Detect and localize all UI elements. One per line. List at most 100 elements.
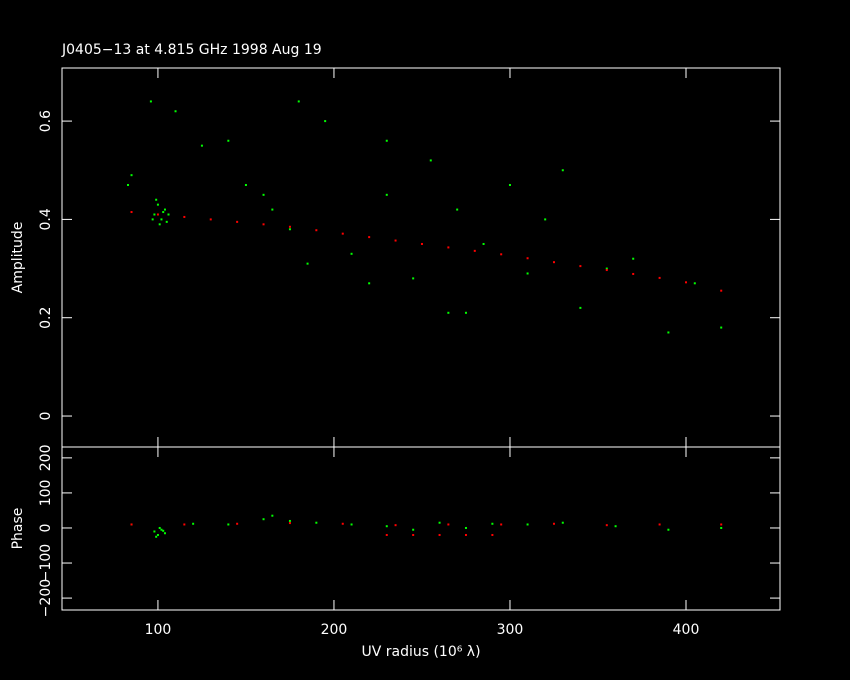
data-point	[491, 522, 494, 525]
data-point	[130, 523, 133, 526]
data-point	[153, 530, 156, 533]
data-point	[412, 277, 415, 280]
data-point	[288, 228, 291, 231]
data-point	[464, 533, 467, 536]
data-point	[447, 311, 450, 314]
data-point	[130, 211, 133, 214]
data-point	[183, 215, 186, 218]
data-point	[720, 523, 723, 526]
y-tick-label: 0.4	[38, 208, 54, 230]
data-point	[350, 523, 353, 526]
data-point	[720, 289, 723, 292]
data-point	[297, 100, 300, 103]
data-point	[149, 100, 152, 103]
data-point	[183, 523, 186, 526]
x-axis-label: UV radius (10⁶ λ)	[361, 644, 480, 660]
data-point	[236, 220, 239, 223]
data-point	[271, 208, 274, 211]
data-point	[685, 281, 688, 284]
data-point	[155, 198, 158, 201]
data-point	[288, 225, 291, 228]
data-point	[209, 218, 212, 221]
data-point	[412, 528, 415, 531]
data-point	[438, 533, 441, 536]
data-point	[163, 532, 166, 535]
data-point	[165, 220, 168, 223]
data-point	[394, 239, 397, 242]
data-point	[288, 519, 291, 522]
data-point	[447, 246, 450, 249]
y-tick-label: 0	[38, 524, 54, 533]
data-point	[579, 306, 582, 309]
data-point	[667, 528, 670, 531]
data-point	[158, 223, 161, 226]
data-point	[605, 524, 608, 527]
data-point	[394, 524, 397, 527]
y-axis-label: Phase	[10, 508, 26, 550]
data-point	[561, 169, 564, 172]
data-point	[156, 533, 159, 536]
data-point	[447, 523, 450, 526]
y-tick-label: 200	[38, 444, 54, 471]
data-point	[153, 213, 156, 216]
y-tick-label: 100	[38, 480, 54, 507]
data-point	[491, 533, 494, 536]
data-point	[271, 514, 274, 517]
data-point	[482, 242, 485, 245]
data-point	[464, 311, 467, 314]
data-point	[385, 139, 388, 142]
y-axis-label: Amplitude	[10, 222, 26, 294]
frame	[61, 67, 781, 448]
data-point	[306, 262, 309, 265]
data-point	[341, 232, 344, 235]
data-point	[167, 213, 170, 216]
data-point	[693, 282, 696, 285]
data-point	[385, 525, 388, 528]
y-tick-label: 0.6	[38, 110, 54, 132]
x-tick-label: 200	[321, 622, 348, 638]
data-point	[526, 523, 529, 526]
data-point	[605, 267, 608, 270]
data-point	[350, 252, 353, 255]
y-tick-label: −100	[38, 544, 54, 582]
data-point	[262, 193, 265, 196]
data-point	[429, 159, 432, 162]
data-point	[667, 331, 670, 334]
data-point	[227, 523, 230, 526]
data-point	[288, 522, 291, 525]
frame	[61, 446, 781, 611]
data-point	[658, 276, 661, 279]
data-point	[464, 526, 467, 529]
data-point	[227, 139, 230, 142]
data-point	[508, 183, 511, 186]
data-point	[151, 218, 154, 221]
data-point	[130, 174, 133, 177]
data-point	[605, 269, 608, 272]
x-tick-label: 300	[497, 622, 524, 638]
data-point	[163, 208, 166, 211]
data-point	[368, 236, 371, 239]
data-point	[658, 523, 661, 526]
data-point	[438, 521, 441, 524]
data-point	[162, 211, 165, 214]
data-point	[526, 272, 529, 275]
data-point	[156, 213, 159, 216]
data-point	[500, 253, 503, 256]
data-point	[244, 183, 247, 186]
data-point	[315, 229, 318, 232]
y-tick-label: 0	[38, 412, 54, 421]
y-tick-label: −200	[38, 579, 54, 617]
data-point	[162, 529, 165, 532]
data-point	[579, 265, 582, 268]
data-point	[632, 272, 635, 275]
data-point	[368, 282, 371, 285]
data-point	[262, 223, 265, 226]
data-point	[420, 242, 423, 245]
data-point	[160, 218, 163, 221]
data-point	[324, 120, 327, 123]
data-point	[155, 535, 158, 538]
data-point	[720, 526, 723, 529]
data-point	[456, 208, 459, 211]
y-tick-label: 0.2	[38, 307, 54, 329]
